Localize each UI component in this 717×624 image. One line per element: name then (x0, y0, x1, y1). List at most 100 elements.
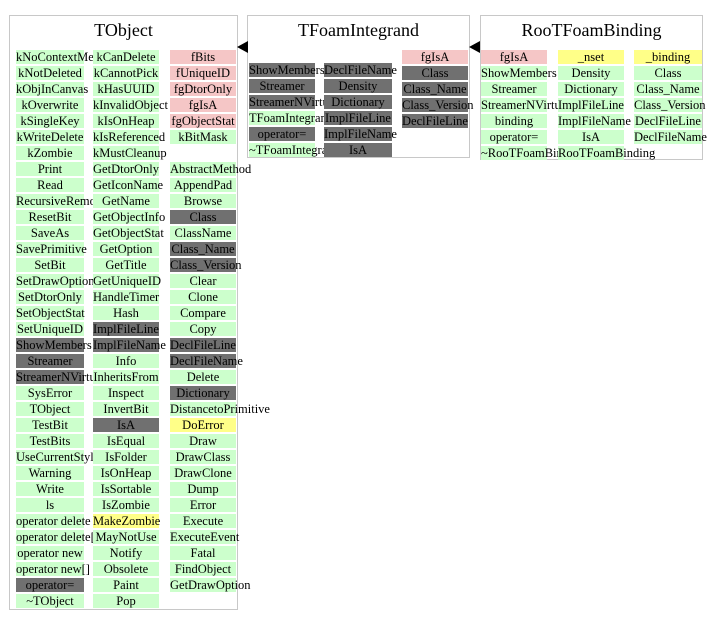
member-cell: kCannotPick (93, 66, 159, 80)
member-cell: AppendPad (170, 178, 236, 192)
member-cell: Notify (93, 546, 159, 560)
member-cell: SavePrimitive (16, 242, 87, 256)
member-cell: ~TFoamIntegrand (249, 143, 340, 157)
member-cell: DeclFileLine (170, 338, 236, 352)
member-cell: GetOption (93, 242, 159, 256)
member-cell: IsA (93, 418, 159, 432)
member-cell: Browse (170, 194, 236, 208)
member-cell: ImplFileLine (558, 98, 624, 112)
member-cell: IsA (558, 130, 624, 144)
member-cell: ImplFileLine (324, 111, 392, 125)
member-cell: Class (170, 210, 236, 224)
member-cell: ImplFileName (324, 127, 397, 141)
member-cell: Class_Name (634, 82, 702, 96)
member-cell: SaveAs (16, 226, 84, 240)
member-cell: _binding (634, 50, 702, 64)
member-cell: operator delete[] (16, 530, 99, 544)
member-cell: Paint (93, 578, 159, 592)
member-cell: SetUniqueID (16, 322, 84, 336)
member-cell: StreamerNVirtual (249, 95, 338, 109)
class-title: RooTFoamBinding (521, 20, 662, 40)
member-cell: Dictionary (170, 386, 236, 400)
member-cell: RecursiveRemove (16, 194, 108, 208)
member-cell: IsOnHeap (93, 466, 159, 480)
member-cell: ~TObject (16, 594, 84, 608)
member-cell: ~RooTFoamBinding (481, 146, 585, 160)
member-cell: Streamer (16, 354, 84, 368)
member-cell: kZombie (16, 146, 84, 160)
member-cell: Write (16, 482, 84, 496)
member-cell: kCanDelete (93, 50, 159, 64)
class-title: TFoamIntegrand (298, 20, 419, 40)
member-cell: TFoamIntegrand (249, 111, 334, 125)
member-cell: MakeZombie (93, 514, 161, 528)
member-cell: Error (170, 498, 236, 512)
member-cell: operator= (249, 127, 315, 141)
member-cell: fgIsA (481, 50, 547, 64)
member-cell: RooTFoamBinding (558, 146, 656, 160)
member-cell: Class_Version (402, 98, 474, 112)
member-cell: DeclFileName (170, 354, 243, 368)
member-cell: SetDtorOnly (16, 290, 84, 304)
member-cell: Execute (170, 514, 236, 528)
member-cell: IsFolder (93, 450, 159, 464)
member-cell: kOverwrite (16, 98, 84, 112)
member-cell: Dictionary (558, 82, 624, 96)
member-cell: IsEqual (93, 434, 159, 448)
member-cell: ShowMembers (249, 63, 325, 77)
member-cell: kIsOnHeap (93, 114, 159, 128)
member-cell: operator new[] (16, 562, 90, 576)
member-cell: HandleTimer (93, 290, 160, 304)
member-cell: binding (481, 114, 547, 128)
member-cell: SetBit (16, 258, 84, 272)
member-cell: DistancetoPrimitive (170, 402, 270, 416)
member-cell: AbstractMethod (170, 162, 252, 176)
member-cell: Compare (170, 306, 236, 320)
member-cell: Class_Name (402, 82, 468, 96)
member-cell: TObject (16, 402, 84, 416)
member-cell: Copy (170, 322, 236, 336)
member-cell: Draw (170, 434, 236, 448)
member-cell: Density (558, 66, 624, 80)
member-cell: kNoContextMenu (16, 50, 107, 64)
member-cell: Class_Version (170, 258, 242, 272)
member-cell: Class_Name (170, 242, 236, 256)
member-cell: Dump (170, 482, 236, 496)
member-cell: Inspect (93, 386, 159, 400)
member-cell: InheritsFrom (93, 370, 159, 384)
member-cell: Print (16, 162, 84, 176)
member-cell: Clone (170, 290, 236, 304)
member-cell: FindObject (170, 562, 236, 576)
member-cell: fgDtorOnly (170, 82, 236, 96)
member-cell: Class_Version (634, 98, 706, 112)
member-cell: StreamerNVirtual (16, 370, 105, 384)
member-cell: TestBits (16, 434, 84, 448)
inheritance-arrow (469, 41, 480, 53)
member-cell: fUniqueID (170, 66, 236, 80)
member-cell: ShowMembers (481, 66, 557, 80)
member-cell: Class (634, 66, 702, 80)
member-cell: GetObjectStat (93, 226, 164, 240)
member-cell: Obsolete (93, 562, 159, 576)
member-cell: kSingleKey (16, 114, 84, 128)
member-cell: GetIconName (93, 178, 164, 192)
member-cell: ResetBit (16, 210, 84, 224)
member-cell: Dictionary (324, 95, 392, 109)
member-cell: fgIsA (402, 50, 468, 64)
member-cell: TestBit (16, 418, 84, 432)
member-cell: Read (16, 178, 84, 192)
member-cell: ClassName (170, 226, 236, 240)
inheritance-arrow (237, 41, 248, 53)
member-cell: DoError (170, 418, 236, 432)
member-cell: InvertBit (93, 402, 159, 416)
member-cell: fBits (170, 50, 236, 64)
member-cell: Streamer (481, 82, 547, 96)
member-cell: kWriteDelete (16, 130, 84, 144)
member-cell: SysError (16, 386, 84, 400)
member-cell: SetDrawOption (16, 274, 95, 288)
member-cell: operator new (16, 546, 84, 560)
member-cell: DeclFileLine (402, 114, 468, 128)
member-cell: fgObjectStat (170, 114, 236, 128)
member-cell: operator delete (16, 514, 91, 528)
member-cell: kObjInCanvas (16, 82, 89, 96)
